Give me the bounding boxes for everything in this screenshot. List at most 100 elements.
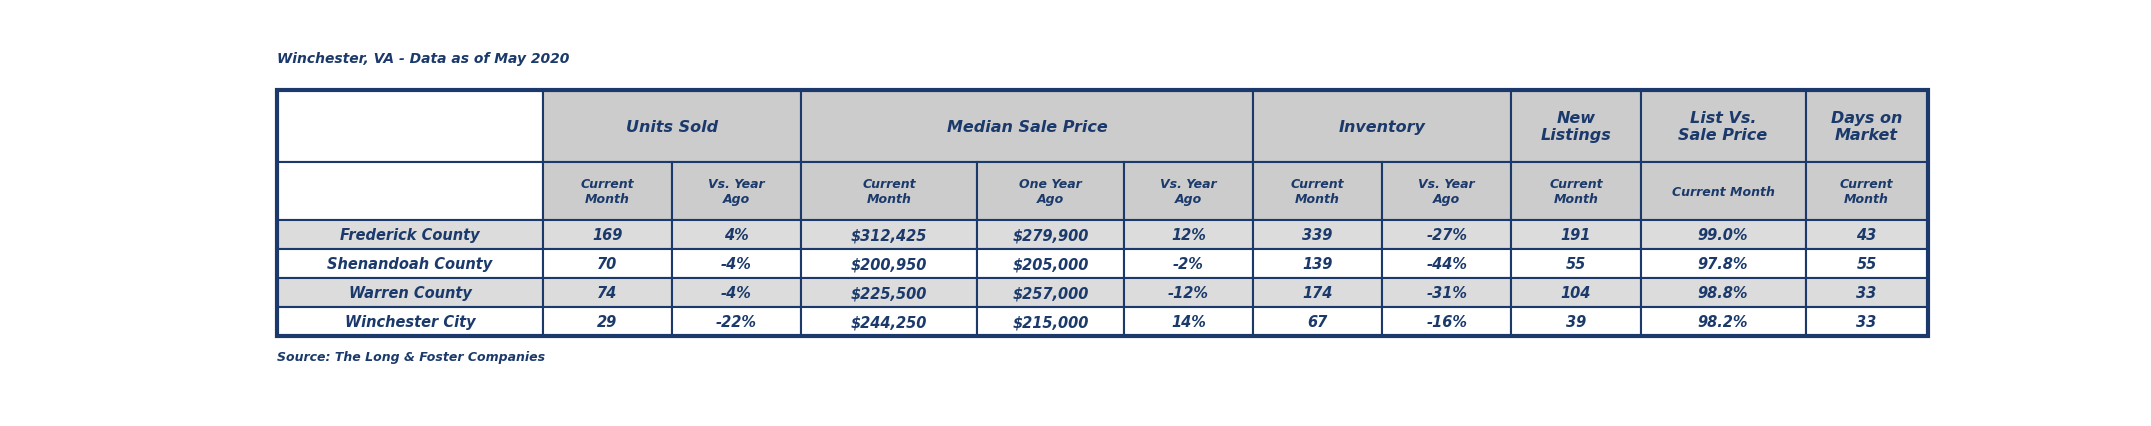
Text: Vs. Year
Ago: Vs. Year Ago xyxy=(708,178,766,206)
Text: 33: 33 xyxy=(1856,286,1876,301)
Bar xyxy=(1805,250,1927,279)
Bar xyxy=(800,279,977,308)
Bar xyxy=(277,163,542,221)
Text: New
Listings: New Listings xyxy=(1540,111,1611,143)
Bar xyxy=(1641,221,1805,250)
Bar xyxy=(1254,250,1383,279)
Bar xyxy=(1125,308,1254,337)
Text: 97.8%: 97.8% xyxy=(1697,257,1749,272)
Text: 139: 139 xyxy=(1304,257,1334,272)
Text: Current
Month: Current Month xyxy=(581,178,635,206)
Bar xyxy=(800,90,1254,163)
Bar xyxy=(1383,308,1512,337)
Bar xyxy=(277,90,1927,337)
Bar xyxy=(671,221,800,250)
Text: 169: 169 xyxy=(592,228,622,243)
Bar xyxy=(1512,221,1641,250)
Text: 74: 74 xyxy=(598,286,617,301)
Bar xyxy=(1805,163,1927,221)
Bar xyxy=(277,250,542,279)
Bar xyxy=(1254,90,1512,163)
Bar xyxy=(1125,163,1254,221)
Text: Median Sale Price: Median Sale Price xyxy=(946,119,1108,134)
Text: -44%: -44% xyxy=(1426,257,1467,272)
Text: $257,000: $257,000 xyxy=(1013,286,1088,301)
Bar xyxy=(1125,250,1254,279)
Text: 67: 67 xyxy=(1308,314,1327,330)
Text: -16%: -16% xyxy=(1426,314,1467,330)
Text: $244,250: $244,250 xyxy=(852,314,927,330)
Bar xyxy=(277,279,542,308)
Text: 174: 174 xyxy=(1304,286,1334,301)
Text: Current Month: Current Month xyxy=(1671,185,1775,199)
Text: Current
Month: Current Month xyxy=(1549,178,1602,206)
Text: $200,950: $200,950 xyxy=(852,257,927,272)
Bar xyxy=(977,308,1125,337)
Bar xyxy=(800,221,977,250)
Bar xyxy=(1805,308,1927,337)
Text: Warren County: Warren County xyxy=(348,286,471,301)
Bar xyxy=(542,163,671,221)
Bar xyxy=(977,250,1125,279)
Bar xyxy=(1641,308,1805,337)
Text: 98.2%: 98.2% xyxy=(1697,314,1749,330)
Text: Source: The Long & Foster Companies: Source: The Long & Foster Companies xyxy=(277,350,546,363)
Bar xyxy=(1805,279,1927,308)
Text: Shenandoah County: Shenandoah County xyxy=(327,257,493,272)
Text: Current
Month: Current Month xyxy=(863,178,916,206)
Text: -27%: -27% xyxy=(1426,228,1467,243)
Text: $312,425: $312,425 xyxy=(852,228,927,243)
Text: 33: 33 xyxy=(1856,314,1876,330)
Bar xyxy=(800,250,977,279)
Bar xyxy=(1512,279,1641,308)
Bar xyxy=(977,221,1125,250)
Bar xyxy=(1512,90,1641,163)
Bar xyxy=(542,250,671,279)
Bar xyxy=(542,90,800,163)
Bar xyxy=(1383,221,1512,250)
Text: Units Sold: Units Sold xyxy=(626,119,718,134)
Text: 339: 339 xyxy=(1304,228,1334,243)
Bar xyxy=(671,163,800,221)
Text: -2%: -2% xyxy=(1172,257,1205,272)
Bar xyxy=(1805,221,1927,250)
Bar xyxy=(1641,250,1805,279)
Bar xyxy=(542,221,671,250)
Text: Winchester City: Winchester City xyxy=(344,314,475,330)
Bar xyxy=(1641,279,1805,308)
Bar xyxy=(1125,221,1254,250)
Bar xyxy=(671,308,800,337)
Text: $225,500: $225,500 xyxy=(852,286,927,301)
Bar xyxy=(1254,308,1383,337)
Bar xyxy=(1383,250,1512,279)
Text: 43: 43 xyxy=(1856,228,1876,243)
Bar xyxy=(542,279,671,308)
Bar xyxy=(542,308,671,337)
Text: -12%: -12% xyxy=(1168,286,1209,301)
Text: Frederick County: Frederick County xyxy=(340,228,480,243)
Text: Current
Month: Current Month xyxy=(1291,178,1344,206)
Bar xyxy=(277,221,542,250)
Bar xyxy=(671,250,800,279)
Bar xyxy=(1383,163,1512,221)
Bar xyxy=(1512,250,1641,279)
Bar xyxy=(1254,279,1383,308)
Text: -22%: -22% xyxy=(716,314,757,330)
Text: Winchester, VA - Data as of May 2020: Winchester, VA - Data as of May 2020 xyxy=(277,52,570,66)
Bar xyxy=(1125,279,1254,308)
Text: One Year
Ago: One Year Ago xyxy=(1020,178,1082,206)
Text: 4%: 4% xyxy=(725,228,749,243)
Text: 12%: 12% xyxy=(1170,228,1207,243)
Text: 191: 191 xyxy=(1562,228,1592,243)
Bar xyxy=(277,90,542,163)
Bar xyxy=(1383,279,1512,308)
Text: 55: 55 xyxy=(1566,257,1585,272)
Bar xyxy=(800,308,977,337)
Text: 55: 55 xyxy=(1856,257,1876,272)
Text: List Vs.
Sale Price: List Vs. Sale Price xyxy=(1678,111,1768,143)
Text: -4%: -4% xyxy=(721,286,753,301)
Bar xyxy=(1254,163,1383,221)
Bar xyxy=(977,279,1125,308)
Text: 70: 70 xyxy=(598,257,617,272)
Text: 99.0%: 99.0% xyxy=(1697,228,1749,243)
